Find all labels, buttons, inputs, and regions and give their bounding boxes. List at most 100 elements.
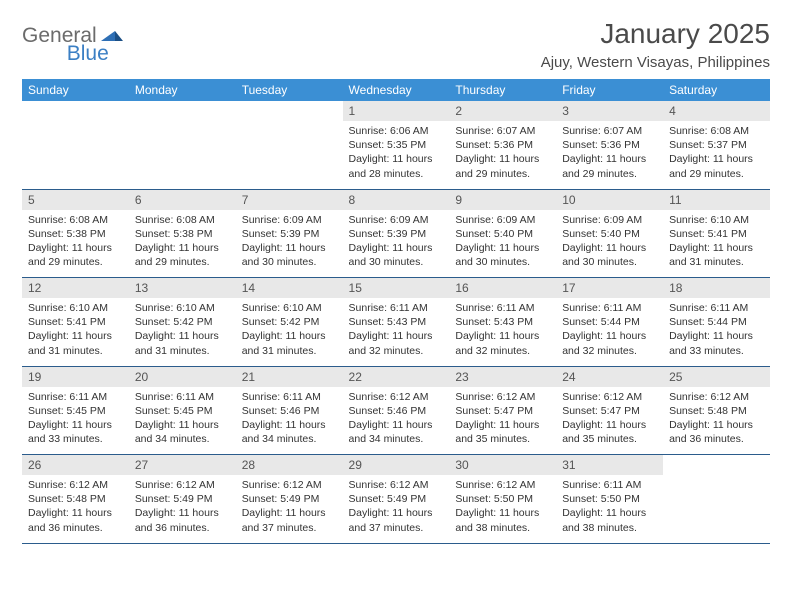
sunset-line: Sunset: 5:46 PM — [349, 404, 444, 418]
sunset-line: Sunset: 5:44 PM — [669, 315, 764, 329]
day-number-cell: 18 — [663, 278, 770, 299]
daylight-line: Daylight: 11 hours and 31 minutes. — [242, 329, 337, 357]
day-number-cell: 7 — [236, 189, 343, 210]
daylight-line: Daylight: 11 hours and 36 minutes. — [669, 418, 764, 446]
sunset-line: Sunset: 5:45 PM — [28, 404, 123, 418]
sunrise-line: Sunrise: 6:11 AM — [562, 301, 657, 315]
day-details-cell: Sunrise: 6:08 AMSunset: 5:38 PMDaylight:… — [22, 210, 129, 278]
day-details-cell: Sunrise: 6:07 AMSunset: 5:36 PMDaylight:… — [556, 121, 663, 189]
day-details-cell: Sunrise: 6:09 AMSunset: 5:40 PMDaylight:… — [449, 210, 556, 278]
logo-text-blue: Blue — [67, 42, 109, 66]
day-details-cell: Sunrise: 6:11 AMSunset: 5:50 PMDaylight:… — [556, 475, 663, 543]
day-number-cell: 3 — [556, 101, 663, 121]
logo: General Blue — [22, 18, 169, 48]
sunset-line: Sunset: 5:42 PM — [242, 315, 337, 329]
sunrise-line: Sunrise: 6:06 AM — [349, 124, 444, 138]
day-number-row: 262728293031 — [22, 455, 770, 476]
daylight-line: Daylight: 11 hours and 34 minutes. — [242, 418, 337, 446]
sunrise-line: Sunrise: 6:12 AM — [349, 478, 444, 492]
day-number-cell: 23 — [449, 366, 556, 387]
sunset-line: Sunset: 5:36 PM — [455, 138, 550, 152]
day-details-cell: Sunrise: 6:09 AMSunset: 5:40 PMDaylight:… — [556, 210, 663, 278]
day-number-cell: 20 — [129, 366, 236, 387]
day-details-cell: Sunrise: 6:10 AMSunset: 5:41 PMDaylight:… — [663, 210, 770, 278]
sunset-line: Sunset: 5:43 PM — [349, 315, 444, 329]
day-details-cell: Sunrise: 6:12 AMSunset: 5:48 PMDaylight:… — [663, 387, 770, 455]
sunset-line: Sunset: 5:48 PM — [28, 492, 123, 506]
sunrise-line: Sunrise: 6:09 AM — [349, 213, 444, 227]
sunrise-line: Sunrise: 6:12 AM — [455, 478, 550, 492]
daylight-line: Daylight: 11 hours and 34 minutes. — [349, 418, 444, 446]
daylight-line: Daylight: 11 hours and 31 minutes. — [28, 329, 123, 357]
sunrise-line: Sunrise: 6:12 AM — [28, 478, 123, 492]
day-details-cell: Sunrise: 6:12 AMSunset: 5:49 PMDaylight:… — [236, 475, 343, 543]
daylight-line: Daylight: 11 hours and 29 minutes. — [455, 152, 550, 180]
daylight-line: Daylight: 11 hours and 35 minutes. — [562, 418, 657, 446]
day-number-cell: 29 — [343, 455, 450, 476]
day-details-cell: Sunrise: 6:09 AMSunset: 5:39 PMDaylight:… — [236, 210, 343, 278]
day-number-cell: 12 — [22, 278, 129, 299]
daylight-line: Daylight: 11 hours and 31 minutes. — [669, 241, 764, 269]
sunset-line: Sunset: 5:48 PM — [669, 404, 764, 418]
day-number-cell: 14 — [236, 278, 343, 299]
day-number-cell: 26 — [22, 455, 129, 476]
sunset-line: Sunset: 5:36 PM — [562, 138, 657, 152]
sunrise-line: Sunrise: 6:11 AM — [669, 301, 764, 315]
day-details-cell — [129, 121, 236, 189]
day-details-cell: Sunrise: 6:08 AMSunset: 5:37 PMDaylight:… — [663, 121, 770, 189]
weekday-header: Sunday — [22, 79, 129, 101]
day-number-cell: 9 — [449, 189, 556, 210]
day-details-cell: Sunrise: 6:11 AMSunset: 5:45 PMDaylight:… — [129, 387, 236, 455]
weekday-header: Wednesday — [343, 79, 450, 101]
day-number-row: 19202122232425 — [22, 366, 770, 387]
day-number-row: 12131415161718 — [22, 278, 770, 299]
day-details-cell: Sunrise: 6:10 AMSunset: 5:41 PMDaylight:… — [22, 298, 129, 366]
day-number-cell: 28 — [236, 455, 343, 476]
day-details-row: Sunrise: 6:08 AM Sunset: 5:38 PM Daylight:… — [22, 210, 770, 278]
day-details-cell: Sunrise: 6:11 AMSunset: 5:43 PMDaylight:… — [449, 298, 556, 366]
weekday-header: Friday — [556, 79, 663, 101]
day-details-cell: Sunrise: 6:11 AMSunset: 5:46 PMDaylight:… — [236, 387, 343, 455]
day-number-cell: 10 — [556, 189, 663, 210]
day-details-cell: Sunrise: 6:10 AMSunset: 5:42 PMDaylight:… — [236, 298, 343, 366]
daylight-line: Daylight: 11 hours and 37 minutes. — [242, 506, 337, 534]
sunrise-line: Sunrise: 6:10 AM — [669, 213, 764, 227]
day-number-cell: 19 — [22, 366, 129, 387]
day-number-cell: 27 — [129, 455, 236, 476]
day-number-cell: 4 — [663, 101, 770, 121]
month-title: January 2025 — [541, 18, 770, 50]
daylight-line: Daylight: 11 hours and 29 minutes. — [562, 152, 657, 180]
sunset-line: Sunset: 5:39 PM — [242, 227, 337, 241]
day-number-cell: 1 — [343, 101, 450, 121]
sunset-line: Sunset: 5:42 PM — [135, 315, 230, 329]
daylight-line: Daylight: 11 hours and 28 minutes. — [349, 152, 444, 180]
sunrise-line: Sunrise: 6:12 AM — [349, 390, 444, 404]
daylight-line: Daylight: 11 hours and 38 minutes. — [562, 506, 657, 534]
daylight-line: Daylight: 11 hours and 30 minutes. — [349, 241, 444, 269]
sunrise-line: Sunrise: 6:07 AM — [562, 124, 657, 138]
sunset-line: Sunset: 5:43 PM — [455, 315, 550, 329]
day-details-cell — [22, 121, 129, 189]
weekday-header: Monday — [129, 79, 236, 101]
day-number-cell — [129, 101, 236, 121]
day-number-cell: 31 — [556, 455, 663, 476]
sunrise-line: Sunrise: 6:10 AM — [28, 301, 123, 315]
sunset-line: Sunset: 5:44 PM — [562, 315, 657, 329]
weekday-header: Thursday — [449, 79, 556, 101]
day-details-cell: Sunrise: 6:12 AMSunset: 5:49 PMDaylight:… — [129, 475, 236, 543]
day-number-cell: 21 — [236, 366, 343, 387]
sunrise-line: Sunrise: 6:08 AM — [28, 213, 123, 227]
day-details-cell: Sunrise: 6:12 AMSunset: 5:47 PMDaylight:… — [556, 387, 663, 455]
sunset-line: Sunset: 5:49 PM — [349, 492, 444, 506]
daylight-line: Daylight: 11 hours and 33 minutes. — [28, 418, 123, 446]
sunset-line: Sunset: 5:39 PM — [349, 227, 444, 241]
day-details-cell: Sunrise: 6:09 AMSunset: 5:39 PMDaylight:… — [343, 210, 450, 278]
day-details-cell — [663, 475, 770, 543]
day-number-cell — [663, 455, 770, 476]
daylight-line: Daylight: 11 hours and 29 minutes. — [28, 241, 123, 269]
day-number-cell: 13 — [129, 278, 236, 299]
sunset-line: Sunset: 5:38 PM — [135, 227, 230, 241]
sunrise-line: Sunrise: 6:10 AM — [135, 301, 230, 315]
day-details-cell: Sunrise: 6:12 AMSunset: 5:49 PMDaylight:… — [343, 475, 450, 543]
sunset-line: Sunset: 5:49 PM — [242, 492, 337, 506]
